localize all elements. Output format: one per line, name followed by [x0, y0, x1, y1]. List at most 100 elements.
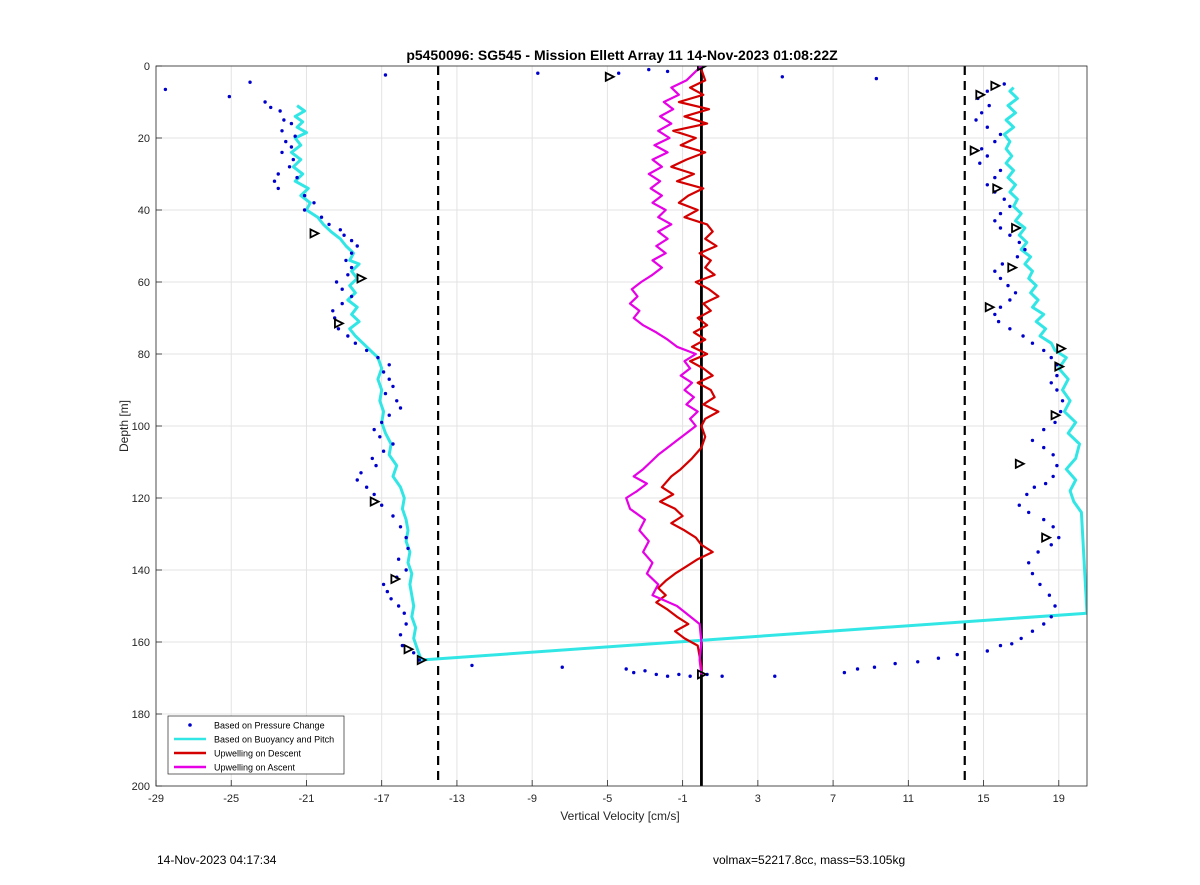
pressure-point — [993, 312, 997, 317]
pressure-point — [319, 215, 324, 219]
pressure-point — [355, 244, 359, 248]
pressure-point — [272, 179, 277, 183]
pressure-point — [985, 649, 990, 653]
triangle-marker — [697, 668, 708, 680]
pressure-point — [993, 139, 997, 144]
pressure-point — [1017, 503, 1021, 507]
y-tick-label: 100 — [132, 421, 150, 433]
pressure-point — [1049, 355, 1053, 360]
pressure-point — [780, 75, 785, 79]
pressure-point — [955, 652, 959, 657]
pressure-point — [985, 154, 990, 158]
series-line — [655, 69, 720, 675]
triangle-marker — [990, 80, 1002, 92]
pressure-point — [720, 674, 724, 678]
pressure-point — [1019, 636, 1023, 641]
pressure-point — [1026, 510, 1031, 515]
legend: Based on Pressure Change Based on Buoyanc… — [167, 715, 345, 775]
triangle-marker — [369, 496, 381, 508]
series-line — [625, 66, 703, 675]
pressure-point — [1030, 571, 1035, 576]
pressure-point — [979, 111, 984, 115]
triangle-marker — [992, 182, 1004, 194]
triangle-marker — [975, 89, 987, 101]
pressure-point — [1047, 593, 1052, 597]
pressure-point — [1055, 463, 1059, 468]
pressure-point — [295, 175, 299, 180]
pressure-point — [1025, 492, 1029, 497]
pressure-point — [1023, 247, 1027, 252]
pressure-point — [346, 273, 350, 277]
pressure-point — [1008, 204, 1012, 209]
pressure-point — [163, 87, 168, 92]
pressure-point — [1002, 197, 1006, 201]
pressure-point — [1017, 240, 1021, 245]
pressure-point — [376, 355, 380, 360]
triangle-marker — [309, 227, 321, 239]
triangle-marker — [1011, 222, 1023, 234]
pressure-point — [374, 463, 378, 468]
pressure-point — [1060, 399, 1065, 403]
triangle-marker — [1041, 532, 1053, 544]
y-tick-label: 60 — [138, 277, 150, 289]
pressure-point — [647, 67, 651, 72]
pressure-point — [400, 643, 405, 648]
pressure-point — [278, 109, 282, 113]
pressure-point — [1058, 409, 1063, 414]
pressure-point — [1021, 334, 1025, 338]
triangle-marker — [604, 71, 616, 83]
pressure-point — [398, 525, 403, 529]
y-tick-label: 120 — [132, 493, 150, 505]
pressure-point — [1002, 82, 1006, 86]
pressure-point — [289, 145, 294, 149]
pressure-point — [391, 514, 395, 518]
series-layer — [163, 66, 1087, 680]
pressure-point — [338, 228, 343, 232]
pressure-point — [411, 651, 416, 655]
pressure-point — [336, 327, 341, 331]
pressure-point — [1049, 615, 1053, 619]
pressure-point — [353, 341, 358, 345]
triangle-marker — [697, 66, 708, 72]
pressure-point — [287, 165, 292, 169]
pressure-point — [396, 604, 401, 608]
triangle-marker — [334, 317, 345, 329]
pressure-point — [1043, 481, 1048, 486]
y-tick-label: 160 — [132, 637, 150, 649]
x-tick-label: 3 — [755, 793, 761, 805]
x-tick-label: -25 — [223, 793, 239, 805]
pressure-point — [289, 121, 294, 126]
pressure-point — [349, 251, 354, 255]
triangle-marker — [1014, 458, 1026, 470]
y-tick-label: 140 — [132, 565, 150, 577]
triangle-marker — [1050, 409, 1062, 421]
pressure-point — [654, 672, 658, 677]
pressure-point — [985, 89, 990, 93]
pressure-point — [1030, 629, 1035, 633]
x-tick-label: 19 — [1053, 793, 1065, 805]
pressure-point — [874, 76, 879, 81]
pressure-point — [616, 71, 621, 75]
pressure-point — [1053, 420, 1057, 425]
pressure-point — [872, 665, 877, 669]
pressure-point — [665, 674, 670, 678]
pressure-point — [381, 582, 386, 587]
pressure-point — [349, 238, 354, 243]
pressure-point — [1042, 445, 1046, 450]
pressure-point — [276, 172, 280, 176]
triangle-marker — [403, 643, 415, 655]
footer-timestamp: 14-Nov-2023 04:17:34 — [157, 853, 277, 867]
pressure-point — [372, 427, 376, 432]
pressure-point — [993, 269, 997, 273]
pressure-point — [979, 147, 984, 151]
pressure-point — [327, 222, 331, 227]
pressure-point — [334, 280, 339, 284]
pressure-point — [974, 118, 978, 122]
pressure-point — [893, 661, 897, 666]
pressure-point — [396, 557, 401, 561]
pressure-point — [1008, 298, 1012, 302]
pressure-point — [1042, 622, 1046, 626]
pressure-point — [284, 139, 288, 144]
pressure-point — [331, 309, 335, 313]
